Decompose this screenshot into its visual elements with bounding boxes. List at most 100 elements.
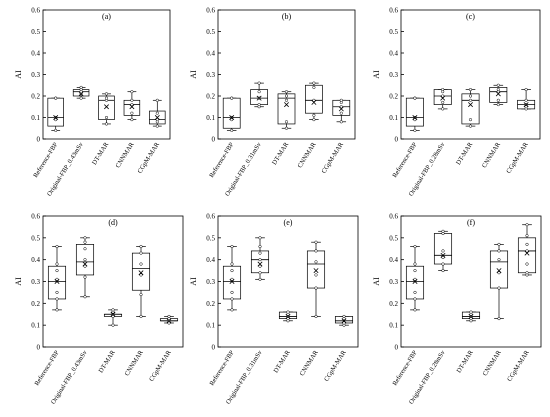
data-point: [139, 262, 143, 266]
data-point: [339, 111, 343, 115]
y-tick-label: 0.6: [31, 7, 40, 15]
x-category-label: CNNMAR: [115, 141, 136, 169]
data-point: [468, 94, 473, 98]
y-tick-label: 0.6: [31, 213, 40, 221]
data-point: [104, 115, 109, 120]
data-point: [441, 255, 445, 260]
box-cnnmar: [123, 90, 141, 122]
data-point: [525, 234, 529, 238]
data-point: [286, 310, 290, 314]
y-tick-label: 0: [395, 344, 399, 352]
data-point: [83, 264, 87, 268]
y-tick-label: 0.2: [206, 300, 215, 308]
y-tick-label: 0.5: [31, 234, 40, 242]
box-cnnmar: [306, 240, 326, 318]
box-dt-mar: [278, 310, 298, 323]
y-tick-label: 0.2: [389, 300, 398, 308]
box-cnnmar: [305, 81, 323, 122]
x-category-label: DT-MAR: [455, 141, 475, 167]
iqr-box: [131, 252, 151, 291]
data-point: [441, 262, 445, 266]
data-point: [258, 251, 262, 255]
data-point: [111, 323, 115, 327]
x-category-label: DT-MAR: [97, 349, 117, 375]
data-point: [257, 103, 261, 107]
mean-marker: [129, 104, 135, 110]
y-tick-label: 0.5: [206, 234, 215, 242]
y-tick-label: 0.3: [389, 71, 398, 79]
mean-marker: [311, 99, 317, 105]
data-point: [314, 314, 318, 318]
data-point: [441, 88, 445, 92]
data-point: [312, 85, 316, 89]
data-point: [258, 277, 262, 281]
mean-marker: [284, 102, 289, 108]
y-tick-label: 0: [37, 344, 41, 352]
y-tick-label: 0.6: [206, 213, 215, 221]
data-point: [139, 293, 143, 297]
mean-marker: [313, 268, 319, 274]
box-original-fbp-0-31msv: [250, 81, 268, 109]
box-reference-fbp: [222, 245, 242, 312]
x-category-label: CNNMAR: [482, 349, 503, 377]
box-dt-mar: [98, 92, 115, 126]
x-category-label: Reference-FBP: [34, 349, 61, 387]
box-dt-mar: [461, 88, 480, 128]
mean-marker: [257, 261, 263, 267]
data-point: [230, 297, 234, 301]
data-point: [55, 245, 59, 249]
box-cnnmar: [489, 83, 508, 107]
box-reference-fbp: [47, 96, 64, 132]
data-point: [496, 88, 500, 92]
data-point: [441, 229, 445, 233]
box-cgpm-mar: [332, 98, 351, 124]
data-point: [497, 317, 501, 321]
data-point: [441, 100, 445, 104]
data-point: [55, 290, 59, 294]
data-point: [130, 103, 134, 107]
box-dt-mar: [277, 90, 296, 130]
data-point: [258, 236, 262, 240]
data-point: [139, 314, 143, 318]
y-tick-label: 0.1: [206, 114, 215, 122]
data-point: [339, 98, 343, 102]
y-tick-label: 0: [395, 136, 399, 144]
y-tick-label: 0.3: [31, 278, 40, 286]
panel-label: (f): [467, 218, 475, 227]
data-point: [469, 310, 473, 314]
y-tick-label: 0.1: [206, 322, 215, 330]
data-point: [284, 98, 289, 102]
iqr-box: [98, 95, 115, 120]
y-tick-label: 0.4: [389, 256, 398, 264]
y-tick-label: 0.4: [31, 50, 40, 58]
data-point: [139, 245, 143, 249]
mean-marker: [412, 115, 418, 120]
mean-marker: [110, 311, 116, 317]
y-tick-label: 0: [212, 344, 216, 352]
box-cnnmar: [489, 242, 509, 321]
data-point: [413, 245, 417, 249]
data-point: [284, 94, 289, 98]
box-reference-fbp: [405, 245, 425, 312]
mean-marker: [412, 279, 418, 284]
x-category-label: DT-MAR: [272, 349, 292, 375]
box-cgpm-mar: [334, 314, 354, 327]
x-category-label: DT-MAR: [271, 141, 291, 167]
panel-label: (a): [102, 12, 111, 21]
panel-f: 00.10.20.30.40.50.6AI(f)Reference-FBPOri…: [372, 213, 542, 406]
data-point: [284, 90, 289, 94]
data-point: [497, 249, 501, 253]
data-point: [314, 249, 318, 253]
data-point: [525, 223, 529, 227]
x-category-label: CNNMAR: [297, 141, 318, 169]
mean-marker: [82, 261, 88, 267]
iqr-box: [277, 93, 296, 125]
mean-marker: [138, 270, 144, 276]
data-point: [312, 118, 316, 122]
panel-b: 00.10.20.30.40.50.6AI(b)Reference-FBPOri…: [189, 7, 356, 198]
y-tick-label: 0.6: [206, 7, 215, 15]
data-point: [441, 107, 445, 111]
box-cgpm-mar: [517, 223, 537, 277]
data-point: [413, 269, 417, 273]
mean-marker: [229, 279, 235, 284]
